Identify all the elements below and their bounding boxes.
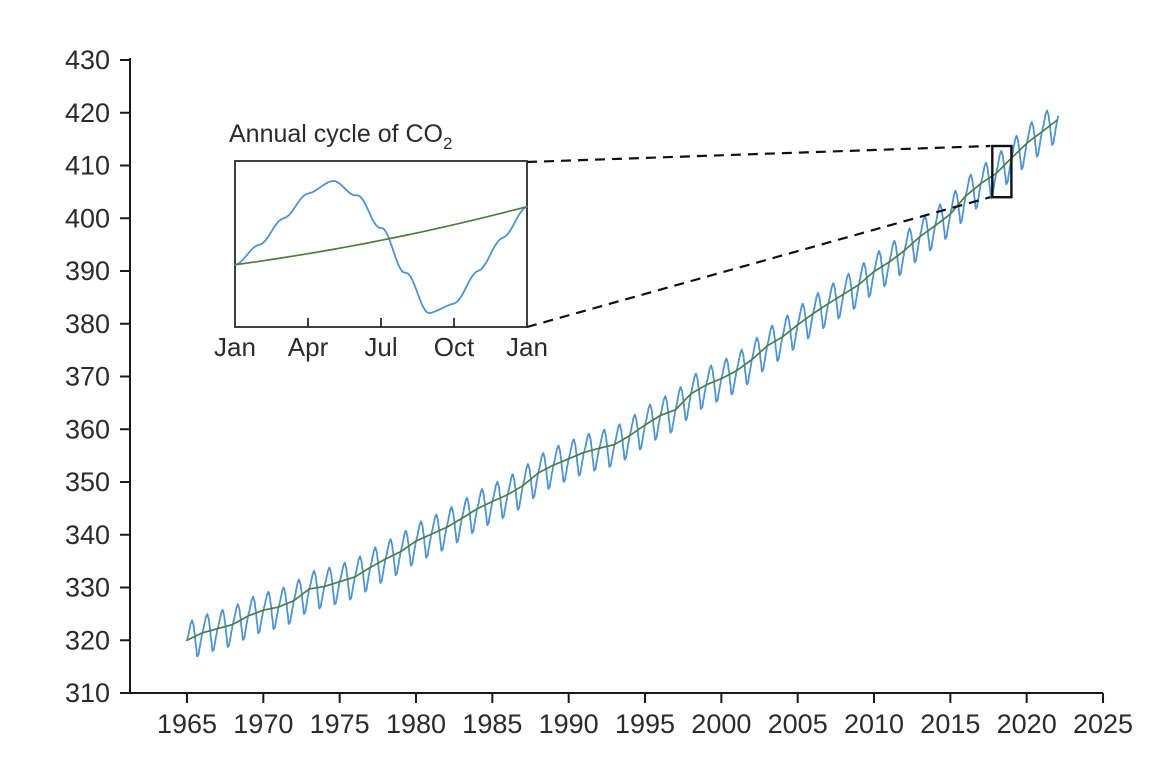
inset-month-label: Apr [288,332,329,362]
inset-trend-line [234,205,528,266]
inset-month-ticks [307,318,455,327]
callout-dash-top-line [526,144,991,164]
y-tick-label: 330 [65,573,110,603]
x-tick-label: 2015 [920,709,980,739]
y-tick-label: 430 [65,45,110,75]
inset-title-subscript: 2 [443,134,452,153]
x-tick-label: 2010 [844,709,904,739]
x-tick-label: 1990 [539,709,599,739]
main-series [186,109,1059,658]
x-tick-label: 1975 [310,709,370,739]
x-axis-ticks: 1965 1970 1975 1980 1985 1990 1995 2000 2005 2010… [157,693,1133,739]
main-axes: 310320330340350360370380390400410420430 … [65,45,1133,739]
x-tick-label: 1980 [386,709,446,739]
zoom-annotation [526,144,1013,329]
y-tick-label: 410 [65,151,110,181]
y-tick-label: 400 [65,203,110,233]
x-tick-label: 2005 [768,709,828,739]
x-tick-label: 2000 [691,709,751,739]
y-tick-label: 310 [65,678,110,708]
inset-month-label: Jul [364,332,397,362]
inset-month-label: Oct [434,332,475,362]
highlight-rectangle [991,144,1013,199]
x-tick-label: 1965 [157,709,217,739]
y-tick-label: 350 [65,467,110,497]
x-tick-label: 1985 [462,709,522,739]
inset-border [234,160,528,328]
inset-month-label: Jan [506,332,548,362]
inset-monthly-line [234,180,528,315]
inset-month-labels: Jan Apr Jul Oct Jan [214,332,548,362]
x-tick-label: 1995 [615,709,675,739]
y-axis-ticks: 310 320 330 340 350 360 370 380 390 400 410 420 430 [65,45,130,708]
y-tick-label: 420 [65,98,110,128]
y-tick-label: 390 [65,256,110,286]
inset-title: Annual cycle of CO2 [229,120,452,153]
y-tick-label: 340 [65,520,110,550]
y-tick-label: 380 [65,309,110,339]
callout-dash-bottom-line [526,196,991,329]
x-tick-label: 2020 [997,709,1057,739]
x-tick-label: 1970 [233,709,293,739]
x-tick-label: 2025 [1073,709,1133,739]
axis-spines [129,58,1103,694]
y-tick-label: 320 [65,625,110,655]
inset-month-label: Jan [214,332,256,362]
inset-panel: Annual cycle of CO2 Jan Apr Jul Oct Jan [214,120,548,362]
y-tick-label: 370 [65,362,110,392]
y-tick-label: 360 [65,414,110,444]
inset-title-main: Annual cycle of CO [229,120,443,148]
trend-line [186,119,1059,642]
